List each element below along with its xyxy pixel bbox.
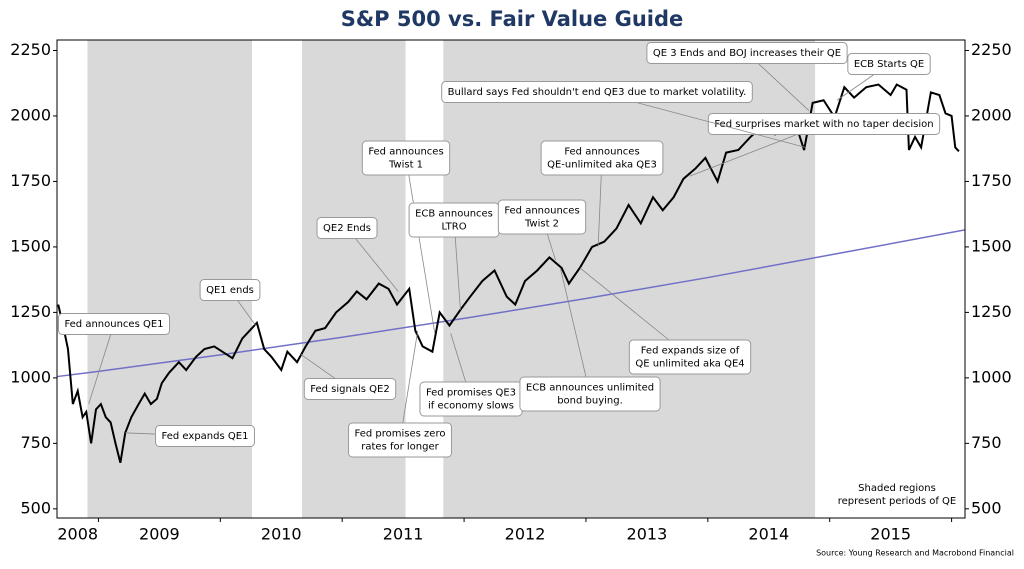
x-tick-label: 2012 — [505, 525, 546, 544]
annotation: Fed surprises market with no taper decis… — [707, 113, 941, 135]
annotation-text: QE1 ends — [206, 285, 254, 296]
x-tick-label: 2013 — [627, 525, 668, 544]
annotation-box — [707, 113, 941, 135]
annotation-text: Fed announces — [368, 147, 443, 158]
annotation: Fed announces QE1 — [57, 313, 171, 335]
annotation-text: QE-unlimited aka QE3 — [547, 160, 657, 171]
annotation-text: Fed announces QE1 — [64, 319, 163, 330]
note: represent periods of QE — [838, 496, 957, 507]
annotation-text: Bullard says Fed shouldn't end QE3 due t… — [448, 87, 747, 98]
y-tick-label: 750 — [20, 433, 51, 452]
x-tick-label: 2014 — [748, 525, 789, 544]
annotation-box — [540, 140, 664, 176]
note: Shaded regions — [858, 483, 936, 494]
x-tick-label: 2010 — [261, 525, 302, 544]
y-tick-label: 2000 — [10, 105, 51, 124]
y2-tick-label: 1500 — [971, 236, 1012, 255]
x-tick-label: 2011 — [383, 525, 424, 544]
y-tick-label: 1750 — [10, 171, 51, 190]
annotation-box — [316, 217, 378, 239]
series-line — [56, 229, 966, 378]
y-tick-label: 1500 — [10, 236, 51, 255]
annotation: Fed announces Twist 2 — [497, 199, 587, 235]
annotation: Fed announces QE-unlimited aka QE3 — [540, 140, 664, 176]
annotation: Fed expands QE1 — [155, 425, 255, 447]
series-line — [57, 83, 960, 463]
annotation: QE 3 Ends and BOJ increases their QE — [646, 42, 848, 64]
annotation: Fed signals QE2 — [303, 378, 397, 400]
annotation: QE2 Ends — [316, 217, 378, 239]
annotation-text: if economy slows — [428, 401, 514, 412]
annotation: Fed expands size of QE unlimited aka QE4 — [628, 339, 752, 375]
annotation-text: Fed promises QE3 — [426, 388, 516, 399]
y2-tick-label: 1750 — [971, 171, 1012, 190]
annotation-text: Twist 2 — [524, 219, 559, 230]
annotation: QE1 ends — [199, 279, 261, 301]
annotation-text: bond buying. — [557, 396, 623, 407]
annotation: ECB announces LTRO — [408, 202, 500, 238]
annotation-text: QE unlimited aka QE4 — [635, 359, 744, 370]
annotation-box — [199, 279, 261, 301]
annotation-text: QE 3 Ends and BOJ increases their QE — [653, 48, 841, 59]
annotation-box — [646, 42, 848, 64]
annotation-text: Fed signals QE2 — [310, 384, 389, 395]
annotation-box — [303, 378, 397, 400]
annotation-text: rates for longer — [361, 442, 439, 453]
annotation-text: Fed announces — [504, 206, 579, 217]
x-tick-label: 2008 — [57, 525, 98, 544]
chart-title: S&P 500 vs. Fair Value Guide — [341, 7, 684, 31]
source: Source: Young Research and Macrobond Fin… — [816, 549, 1014, 558]
annotation-text: LTRO — [441, 222, 466, 233]
annotation-box — [361, 140, 451, 176]
y2-tick-label: 1000 — [971, 367, 1012, 386]
annotation-text: Fed expands QE1 — [162, 431, 249, 442]
annotation-text: ECB Starts QE — [854, 59, 924, 70]
annotation-text: QE2 Ends — [323, 223, 371, 234]
annotation-box — [628, 339, 752, 375]
annotation-text: ECB announces — [415, 209, 493, 220]
annotation: Fed announces Twist 1 — [361, 140, 451, 176]
annotation-box — [348, 422, 452, 458]
annotation-leader — [399, 330, 419, 441]
annotation-box — [57, 313, 171, 335]
annotation-box — [497, 199, 587, 235]
annotation: Bullard says Fed shouldn't end QE3 due t… — [441, 81, 753, 103]
annotation-leader — [405, 157, 436, 334]
y2-tick-label: 2000 — [971, 105, 1012, 124]
annotation: Fed promises zero rates for longer — [348, 422, 452, 458]
annotation-box — [519, 376, 661, 412]
annotation-box — [441, 81, 753, 103]
annotation-leader — [88, 323, 115, 405]
annotation-box — [847, 53, 931, 75]
y2-tick-label: 2250 — [971, 40, 1012, 59]
annotation-box — [155, 425, 255, 447]
y-tick-label: 1250 — [10, 302, 51, 321]
annotation-text: Fed announces — [564, 147, 639, 158]
y-tick-label: 2250 — [10, 40, 51, 59]
y-tick-label: 1000 — [10, 367, 51, 386]
annotation-text: Fed expands size of — [641, 346, 740, 357]
annotation: Fed promises QE3 if economy slows — [419, 381, 523, 417]
y2-tick-label: 1250 — [971, 302, 1012, 321]
y2-tick-label: 750 — [971, 433, 1002, 452]
annotation: ECB announces unlimited bond buying. — [519, 376, 661, 412]
annotation-leader — [559, 267, 591, 395]
x-tick-label: 2009 — [139, 525, 180, 544]
plot-frame — [56, 39, 966, 519]
annotation-text: Fed promises zero — [355, 429, 446, 440]
annotation-text: Fed surprises market with no taper decis… — [714, 119, 933, 130]
y-tick-label: 500 — [20, 498, 51, 517]
x-tick-label: 2015 — [870, 525, 911, 544]
y2-tick-label: 500 — [971, 498, 1002, 517]
annotation-text: Twist 1 — [388, 160, 423, 171]
annotation: ECB Starts QE — [847, 53, 931, 75]
annotation-text: ECB announces unlimited — [526, 383, 654, 394]
